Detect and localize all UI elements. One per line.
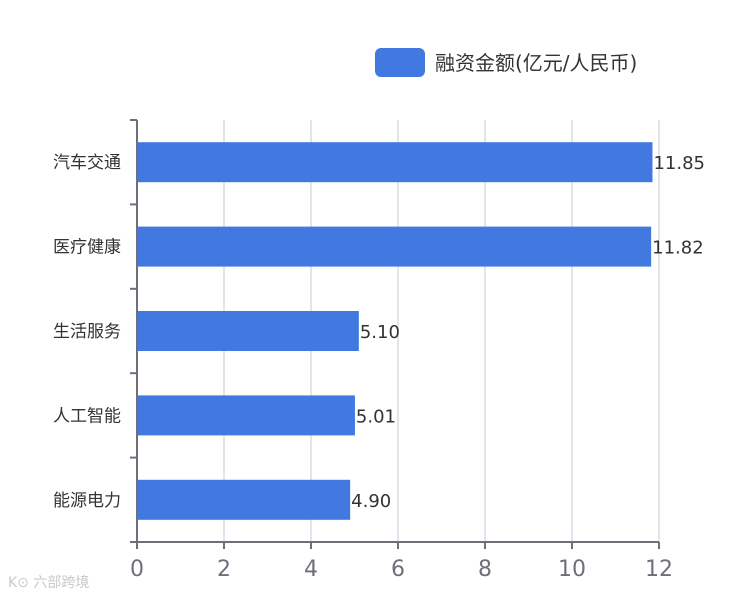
value-label: 5.01 xyxy=(356,406,396,427)
watermark-logo: K⊙ 六部跨境 xyxy=(8,575,90,591)
x-tick-label: 2 xyxy=(217,557,231,582)
x-tick-label: 12 xyxy=(645,557,673,582)
legend-label: 融资金额(亿元/人民币) xyxy=(435,51,637,75)
x-tick-label: 8 xyxy=(478,557,492,582)
x-tick-label: 6 xyxy=(391,557,405,582)
x-tick-label: 4 xyxy=(304,557,318,582)
category-label: 人工智能 xyxy=(53,406,121,426)
bar xyxy=(137,226,652,267)
legend-swatch xyxy=(375,48,425,77)
category-label: 能源电力 xyxy=(53,491,121,511)
category-label: 医疗健康 xyxy=(53,238,121,258)
value-label: 4.90 xyxy=(351,491,391,512)
x-tick-label: 0 xyxy=(130,557,144,582)
value-label: 11.85 xyxy=(653,153,705,174)
category-label: 汽车交通 xyxy=(53,153,121,173)
x-tick-label: 10 xyxy=(558,557,586,582)
bar xyxy=(137,142,653,183)
bar xyxy=(137,479,351,520)
value-label: 5.10 xyxy=(360,322,400,343)
bar xyxy=(137,311,359,351)
category-label: 生活服务 xyxy=(53,322,121,342)
bar xyxy=(137,395,355,436)
value-label: 11.82 xyxy=(652,238,704,259)
legend: 融资金额(亿元/人民币) xyxy=(375,48,637,77)
grid-lines xyxy=(223,120,660,542)
bars: 11.85 11.82 5.10 5.01 4.90 xyxy=(137,142,705,520)
